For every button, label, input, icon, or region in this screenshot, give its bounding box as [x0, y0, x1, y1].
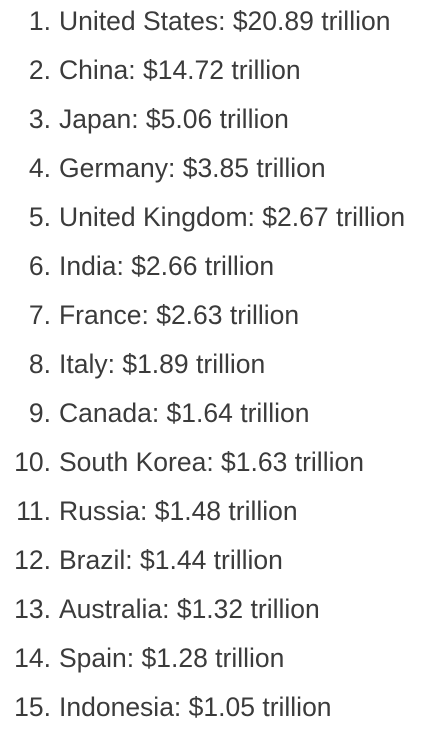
list-item-text: Spain: $1.28 trillion: [59, 643, 285, 673]
list-item-text: Japan: $5.06 trillion: [59, 104, 289, 134]
list-item: 14. Spain: $1.28 trillion: [0, 637, 437, 686]
list-item-text: Italy: $1.89 trillion: [59, 349, 266, 379]
list-item: 4. Germany: $3.85 trillion: [0, 147, 437, 196]
list-item-number: 12.: [14, 545, 51, 575]
list-item: 2. China: $14.72 trillion: [0, 49, 437, 98]
list-item: 5. United Kingdom: $2.67 trillion: [0, 196, 437, 245]
list-item-number: 3.: [28, 104, 51, 134]
list-item: 15. Indonesia: $1.05 trillion: [0, 686, 437, 735]
list-item-text: United Kingdom: $2.67 trillion: [59, 202, 406, 232]
list-item-text: China: $14.72 trillion: [59, 55, 301, 85]
list-item-number: 4.: [28, 153, 51, 183]
list-item: 6. India: $2.66 trillion: [0, 245, 437, 294]
list-item-text: United States: $20.89 trillion: [59, 6, 391, 36]
list-item-number: 9.: [28, 398, 51, 428]
list-item-number: 1.: [28, 6, 51, 36]
list-item-number: 5.: [28, 202, 51, 232]
list-item-text: Canada: $1.64 trillion: [59, 398, 310, 428]
list-item-text: Germany: $3.85 trillion: [59, 153, 326, 183]
list-item-number: 13.: [14, 594, 51, 624]
list-item-text: Indonesia: $1.05 trillion: [59, 692, 332, 722]
list-item: 8. Italy: $1.89 trillion: [0, 343, 437, 392]
list-item-number: 14.: [14, 643, 51, 673]
list-item-text: Brazil: $1.44 trillion: [59, 545, 283, 575]
list-item: 1. United States: $20.89 trillion: [0, 0, 437, 49]
list-item: 11. Russia: $1.48 trillion: [0, 490, 437, 539]
list-item: 10. South Korea: $1.63 trillion: [0, 441, 437, 490]
list-item-number: 2.: [28, 55, 51, 85]
list-item: 12. Brazil: $1.44 trillion: [0, 539, 437, 588]
list-item-number: 10.: [14, 447, 51, 477]
list-item: 9. Canada: $1.64 trillion: [0, 392, 437, 441]
list-item-text: Russia: $1.48 trillion: [59, 496, 298, 526]
list-item-number: 7.: [28, 300, 51, 330]
list-item: 13. Australia: $1.32 trillion: [0, 588, 437, 637]
list-item-text: Australia: $1.32 trillion: [59, 594, 320, 624]
list-item-text: India: $2.66 trillion: [59, 251, 275, 281]
list-item-number: 6.: [28, 251, 51, 281]
list-item-number: 8.: [28, 349, 51, 379]
list-item: 7. France: $2.63 trillion: [0, 294, 437, 343]
list-item-number: 11.: [16, 496, 51, 526]
list-item-number: 15.: [14, 692, 51, 722]
list-item-text: France: $2.63 trillion: [59, 300, 300, 330]
list-item-text: South Korea: $1.63 trillion: [59, 447, 364, 477]
list-item: 3. Japan: $5.06 trillion: [0, 98, 437, 147]
